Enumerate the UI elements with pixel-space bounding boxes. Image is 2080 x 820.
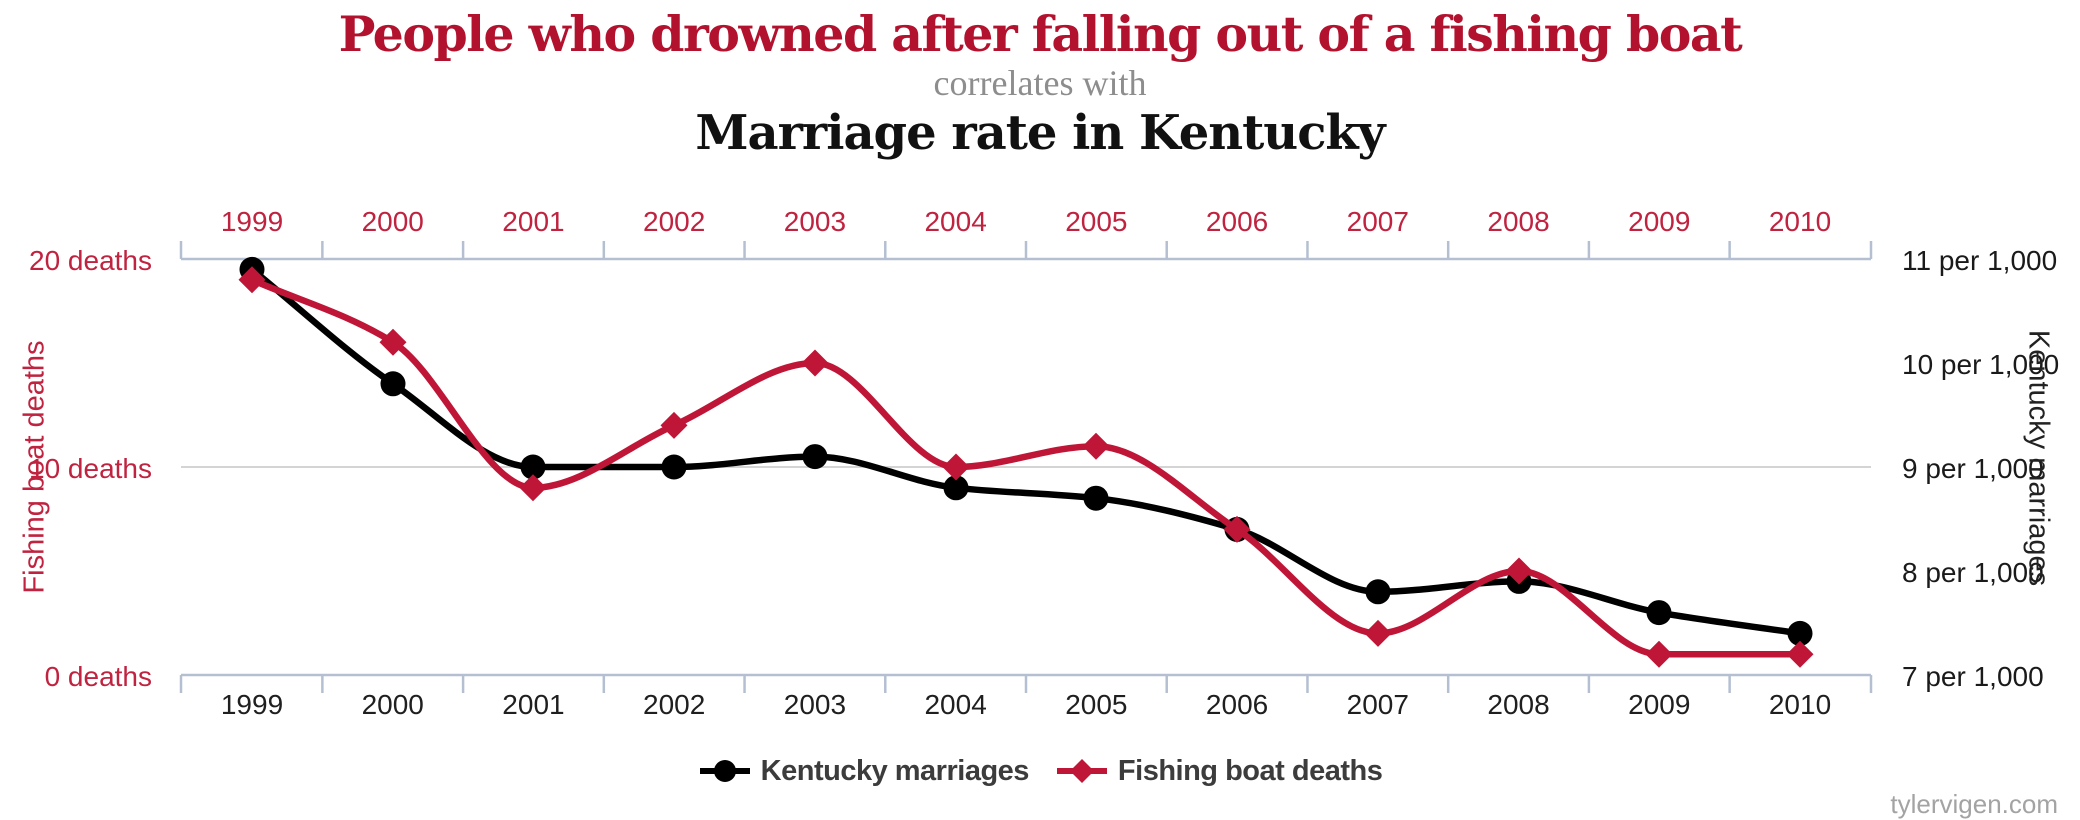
bottom-axis-year-2009: 2009 [1628,689,1691,720]
left-axis-tick-0: 0 deaths [44,661,152,692]
right-axis-tick-7: 7 per 1,000 [1902,661,2044,692]
legend-marker-diamond [1056,759,1107,783]
chart-title: People who drowned after falling out of … [338,5,1743,63]
point-kentucky-marriages-2009 [1646,600,1672,626]
top-axis-year-2010: 2010 [1768,206,1832,237]
left-axis-tick-10: 10 deaths [29,453,152,484]
right-axis-tick-10: 10 per 1,000 [1902,349,2060,380]
point-kentucky-marriages-2004 [943,475,969,501]
top-axis-year-2008: 2008 [1487,206,1550,237]
top-axis-year-2000: 2000 [361,206,424,237]
legend-label-fishing-boat-deaths: Fishing boat deaths [1117,754,1383,787]
bottom-axis-year-2004: 2004 [924,689,987,720]
left-axis-tick-20: 20 deaths [29,245,152,276]
point-fishing-boat-deaths-2006 [1223,515,1251,543]
top-axis-year-2006: 2006 [1205,206,1269,237]
bottom-axis-year-2002: 2002 [643,689,706,720]
chart-connector: correlates with [933,63,1147,103]
point-kentucky-marriages-2005 [1083,485,1109,511]
bottom-axis-year-2008: 2008 [1487,689,1550,720]
bottom-axis-year-2003: 2003 [783,689,847,720]
bottom-axis-year-2010: 2010 [1768,689,1832,720]
chart-header: People who drowned after falling out of … [0,0,2080,162]
legend: Kentucky marriages Fishing boat deaths [0,750,2080,792]
point-kentucky-marriages-2001 [520,454,546,480]
right-axis-tick-8: 8 per 1,000 [1902,557,2044,588]
bottom-axis-year-2000: 2000 [361,689,424,720]
point-fishing-boat-deaths-2009 [1645,640,1673,668]
point-fishing-boat-deaths-2003 [801,349,829,377]
point-kentucky-marriages-2007 [1365,579,1391,605]
left-axis-title: Fishing boat deaths [18,340,51,594]
bottom-axis-year-2001: 2001 [502,689,565,720]
point-fishing-boat-deaths-2005 [1082,432,1110,460]
point-fishing-boat-deaths-2007 [1364,619,1392,647]
legend-marker-circle [699,760,750,782]
right-axis-tick-9: 9 per 1,000 [1902,453,2044,484]
point-kentucky-marriages-2000 [380,371,406,397]
chart-subtitle: Marriage rate in Kentucky [695,105,1385,161]
bottom-axis-year-1999: 1999 [220,689,284,720]
top-axis-year-2001: 2001 [502,206,565,237]
point-kentucky-marriages-2002 [661,454,687,480]
bottom-axis-year-2007: 2007 [1346,689,1409,720]
top-axis-year-2003: 2003 [783,206,847,237]
top-axis-year-2002: 2002 [643,206,706,237]
watermark: tylervigen.com [1890,789,2058,819]
top-axis-year-1999: 1999 [220,206,284,237]
point-kentucky-marriages-2010 [1787,620,1813,646]
bottom-axis-year-2005: 2005 [1065,689,1128,720]
top-axis-year-2007: 2007 [1346,206,1409,237]
point-fishing-boat-deaths-1999 [238,266,266,294]
point-fishing-boat-deaths-2002 [660,411,688,439]
right-axis-tick-11: 11 per 1,000 [1902,245,2058,276]
legend-item-fishing-boat-deaths: Fishing boat deaths [1055,754,1383,788]
top-axis-year-2004: 2004 [924,206,987,237]
point-fishing-boat-deaths-2001 [519,474,547,502]
legend-label-kentucky-marriages: Kentucky marriages [760,754,1030,787]
top-axis-year-2009: 2009 [1628,206,1691,237]
point-fishing-boat-deaths-2004 [942,453,970,481]
bottom-axis-year-2006: 2006 [1205,689,1269,720]
legend-item-kentucky-marriages: Kentucky marriages [698,754,1029,788]
point-fishing-boat-deaths-2010 [1786,640,1814,668]
point-kentucky-marriages-2003 [802,444,828,470]
top-axis-year-2005: 2005 [1065,206,1128,237]
point-fishing-boat-deaths-2008 [1505,557,1533,585]
right-axis-title: Kentucky marriages [2022,329,2055,587]
point-fishing-boat-deaths-2000 [379,328,407,356]
